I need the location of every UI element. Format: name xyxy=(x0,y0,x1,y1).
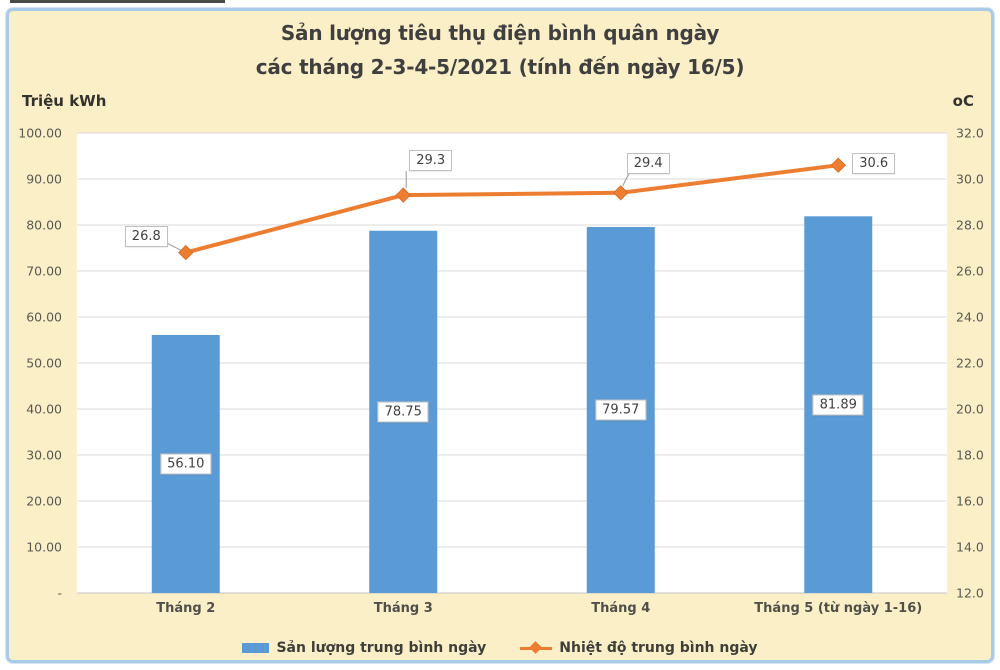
bar-series-swatch-icon xyxy=(242,643,270,653)
y-axis-left-tick-label: 70.00 xyxy=(26,263,62,279)
top-edge-artifact xyxy=(10,0,225,3)
plot-area xyxy=(77,132,947,594)
x-axis-label-2: Tháng 3 xyxy=(373,601,433,616)
temp-marker-4 xyxy=(830,157,846,173)
y-axis-left-tick-label: 20.00 xyxy=(26,493,62,509)
x-axis-label-1: Tháng 2 xyxy=(156,601,216,616)
temp-value-label-4: 30.6 xyxy=(852,153,896,175)
y-axis-right-tick-label: 20.0 xyxy=(956,401,984,417)
y-axis-left-tick-label: - xyxy=(57,585,62,601)
y-axis-left-tick-label: 40.00 xyxy=(26,401,62,417)
chart-title-line-2: các tháng 2-3-4-5/2021 (tính đến ngày 16… xyxy=(255,55,745,79)
callout-leader-line xyxy=(622,173,630,187)
y-axis-left-tick-label: 50.00 xyxy=(26,355,62,371)
temp-value-label-2: 29.3 xyxy=(409,150,453,172)
y-axis-right-tick-label: 14.0 xyxy=(956,539,984,555)
y-axis-right-tick-label: 22.0 xyxy=(956,355,984,371)
line-series-swatch-icon xyxy=(520,640,553,654)
x-axis-label-3: Tháng 4 xyxy=(591,601,651,616)
y-axis-right-tick-label: 28.0 xyxy=(956,217,984,233)
legend-item-temperature: Nhiệt độ trung bình ngày xyxy=(520,640,758,656)
y-axis-right-tick-label: 16.0 xyxy=(956,493,984,509)
y-axis-right-tick-label: 32.0 xyxy=(956,125,984,141)
x-axis-label-4: Tháng 5 (từ ngày 1-16) xyxy=(754,601,923,616)
y-axis-left-tick-label: 100.00 xyxy=(18,125,62,141)
y-axis-right-tick-label: 26.0 xyxy=(956,263,984,279)
temp-value-label-1: 26.8 xyxy=(124,225,168,247)
bar-value-label-2: 78.75 xyxy=(377,401,429,423)
temp-value-label-3: 29.4 xyxy=(626,152,670,174)
chart-legend: Sản lượng trung bình ngày Nhiệt độ trung… xyxy=(0,640,1000,656)
chart-title-line-1: Sản lượng tiêu thụ điện bình quân ngày xyxy=(280,21,720,45)
legend-label-temperature: Nhiệt độ trung bình ngày xyxy=(559,640,758,656)
y-axis-left-tick-label: 60.00 xyxy=(26,309,62,325)
y-axis-left-tick-label: 80.00 xyxy=(26,217,62,233)
bar-value-label-4: 81.89 xyxy=(812,394,864,416)
diamond-marker-icon xyxy=(529,640,543,654)
y-axis-right-tick-label: 30.0 xyxy=(956,171,984,187)
callout-leader-line xyxy=(167,243,183,252)
y-axis-left-tick-label: 90.00 xyxy=(26,171,62,187)
y-axis-right-tick-label: 18.0 xyxy=(956,447,984,463)
y-axis-right-tick-label: 24.0 xyxy=(956,309,984,325)
chart-title: Sản lượng tiêu thụ điện bình quân ngày c… xyxy=(0,16,1000,84)
y-axis-right-tick-label: 12.0 xyxy=(956,585,984,601)
bar-value-label-3: 79.57 xyxy=(595,399,647,421)
bar-value-label-1: 56.10 xyxy=(160,453,212,475)
y-axis-left-tick-label: 10.00 xyxy=(26,539,62,555)
y-axis-left-tick-label: 30.00 xyxy=(26,447,62,463)
temp-marker-3 xyxy=(613,185,629,201)
temp-marker-1 xyxy=(178,244,194,261)
legend-label-production: Sản lượng trung bình ngày xyxy=(276,640,487,656)
left-axis-unit-label: Triệu kWh xyxy=(22,92,107,110)
legend-item-production: Sản lượng trung bình ngày xyxy=(242,640,486,656)
temperature-line xyxy=(183,163,841,255)
temp-marker-2 xyxy=(395,187,411,203)
right-axis-unit-label: oC xyxy=(952,92,974,110)
